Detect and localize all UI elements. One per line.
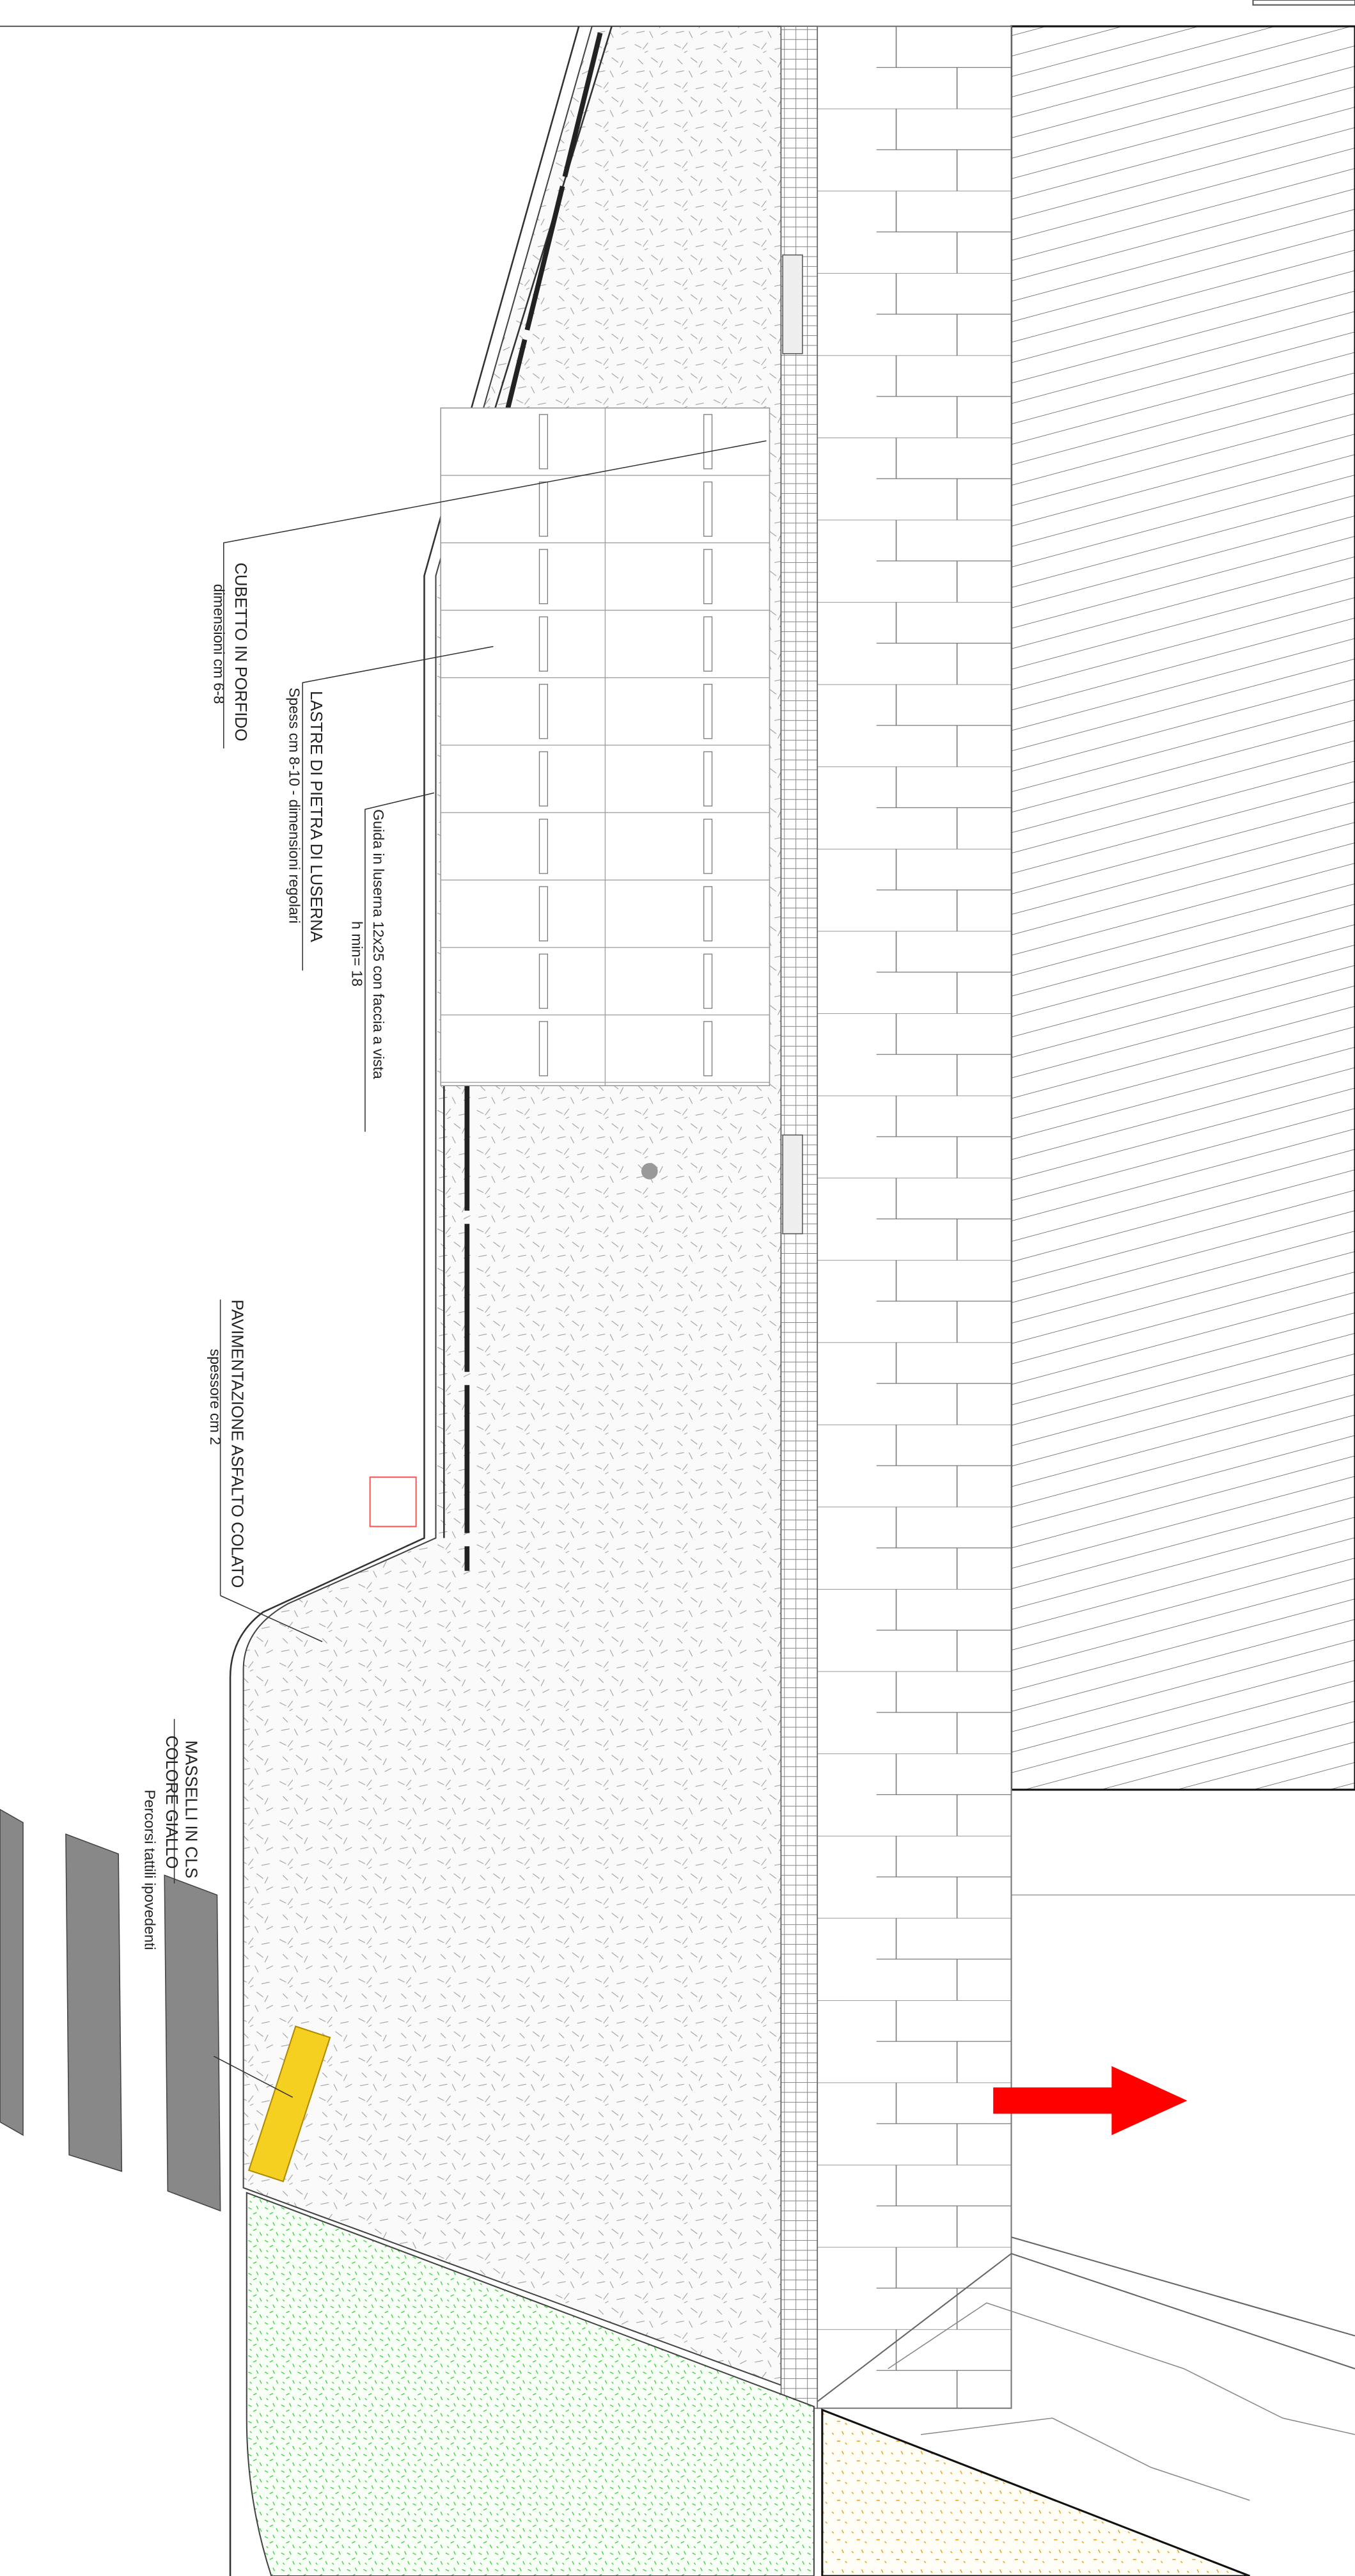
drawing: CUBETTO IN PORFIDO dimensioni cm 6-8 LAS… — [0, 0, 1355, 2576]
label-title: COLORE GIALLO — [162, 1735, 180, 1869]
grate — [783, 1135, 803, 1233]
direction-arrow — [993, 2066, 1187, 2135]
label-note: Percorsi tattili ipovedenti — [141, 1790, 158, 1950]
crosswalk-stripe — [0, 1810, 23, 2135]
label-note: Spess cm 8-10 - dimensioni regolari — [286, 688, 303, 924]
luserna-slabs — [441, 408, 769, 1086]
crosswalk-stripe — [66, 1834, 121, 2171]
label-title: LASTRE DI PIETRA DI LUSERNA — [307, 691, 325, 943]
label-title: MASSELLI IN CLS — [182, 1741, 200, 1879]
label-title: CUBETTO IN PORFIDO — [231, 562, 249, 741]
page: CUBETTO IN PORFIDO dimensioni cm 6-8 LAS… — [0, 0, 1355, 2576]
label-note: dimensioni cm 6-8 — [210, 584, 227, 704]
manhole — [641, 1163, 658, 1180]
grate — [783, 255, 803, 354]
frame-box — [1253, 0, 1355, 5]
label-note: spessore cm 2 — [207, 1349, 224, 1445]
yellow-area — [822, 2410, 1250, 2576]
label-note: h min= 18 — [349, 921, 365, 986]
label-title: PAVIMENTAZIONE ASFALTO COLATO — [228, 1300, 246, 1588]
building — [1012, 26, 1355, 1790]
label-title: Guida in luserna 12x25 con faccia a vist… — [370, 809, 387, 1079]
crosswalk-stripe — [164, 1876, 220, 2211]
stone-blocks — [817, 26, 1011, 2408]
red-mark — [370, 1477, 416, 1526]
